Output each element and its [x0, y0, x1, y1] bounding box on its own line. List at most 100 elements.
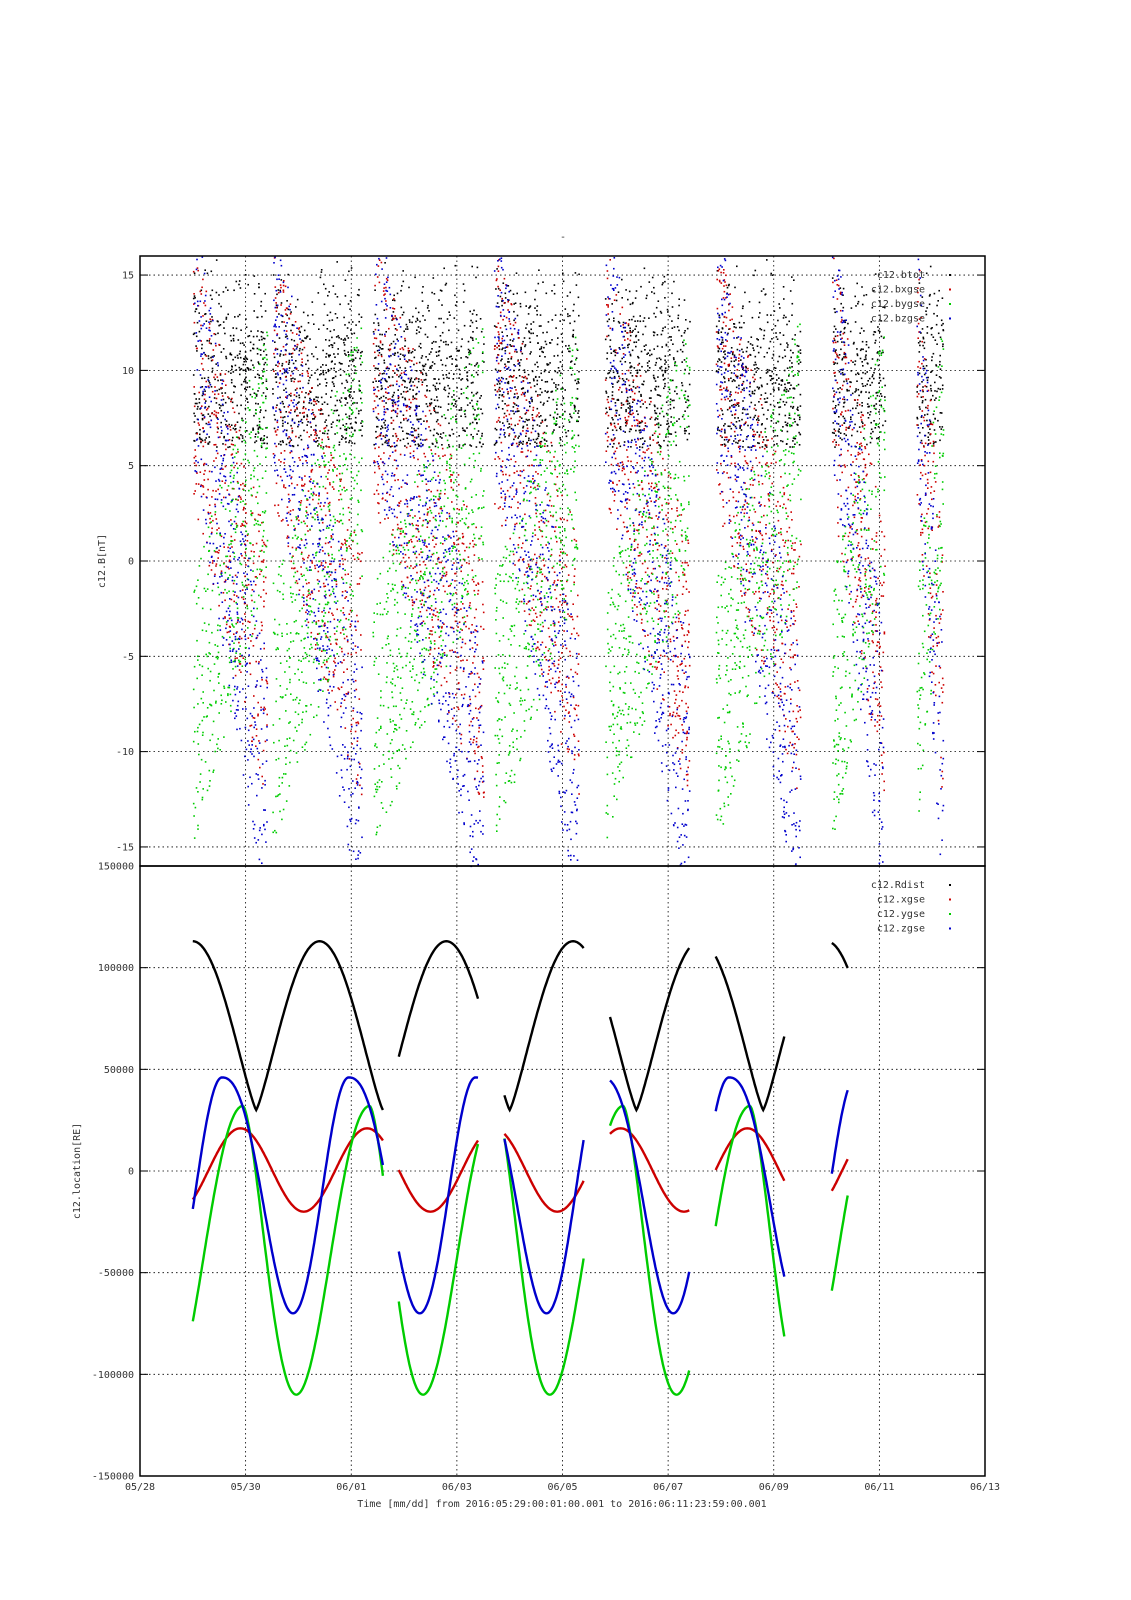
top-data-point	[242, 369, 245, 372]
top-data-point	[474, 418, 476, 421]
top-data-point	[253, 695, 255, 697]
top-data-point	[537, 538, 539, 540]
top-data-point	[664, 297, 666, 299]
top-data-point	[680, 624, 683, 626]
top-data-point	[384, 411, 387, 414]
top-data-point	[240, 525, 242, 527]
top-data-point	[450, 355, 452, 358]
top-data-point	[282, 402, 284, 405]
top-data-point	[415, 370, 418, 372]
top-data-point	[258, 740, 260, 742]
top-data-point	[249, 368, 252, 371]
top-data-point	[276, 293, 278, 296]
top-data-point	[399, 316, 402, 319]
top-data-point	[542, 432, 545, 435]
top-data-point	[232, 334, 235, 337]
top-data-point	[246, 534, 249, 536]
top-data-point	[253, 627, 256, 630]
top-data-point	[546, 493, 549, 496]
top-data-point	[322, 324, 325, 326]
top-panel-grid	[140, 256, 985, 866]
top-data-point	[621, 391, 623, 393]
top-data-point	[504, 519, 507, 522]
top-data-point	[777, 387, 780, 389]
top-data-point	[528, 464, 531, 467]
top-data-point	[236, 462, 238, 465]
top-data-point	[305, 506, 308, 508]
top-data-point	[290, 353, 293, 355]
top-data-point	[360, 363, 362, 366]
top-data-point	[930, 333, 933, 336]
top-data-point	[273, 427, 276, 430]
top-data-point	[253, 414, 255, 417]
top-data-point	[213, 410, 216, 412]
top-data-point	[506, 420, 509, 423]
top-data-point	[789, 359, 791, 362]
top-data-point	[636, 372, 639, 374]
top-data-point	[351, 442, 353, 444]
top-data-point	[494, 368, 497, 371]
top-data-point	[224, 401, 227, 404]
top-data-point	[565, 676, 568, 678]
top-data-point	[230, 339, 233, 342]
top-data-point	[210, 359, 213, 362]
top-data-point	[652, 544, 654, 546]
top-data-point	[344, 590, 347, 592]
top-data-point	[656, 394, 659, 396]
top-data-point	[306, 414, 308, 416]
top-data-point	[498, 348, 501, 351]
top-data-point	[296, 570, 299, 573]
top-data-point	[515, 522, 518, 525]
top-data-point	[225, 286, 227, 289]
top-data-point	[343, 699, 346, 701]
top-data-point	[253, 310, 255, 312]
top-data-point	[430, 609, 433, 611]
top-data-point	[385, 308, 388, 311]
top-data-point	[275, 434, 278, 436]
top-data-point	[452, 627, 455, 630]
top-data-point	[553, 571, 556, 573]
top-data-point	[283, 321, 285, 323]
top-data-point	[629, 366, 631, 369]
top-data-point	[544, 418, 547, 421]
top-data-point	[870, 432, 872, 435]
top-data-point	[345, 428, 348, 430]
top-data-point	[323, 303, 326, 306]
top-data-point	[925, 365, 928, 367]
top-data-point	[439, 424, 442, 427]
top-data-point	[499, 421, 501, 423]
top-data-point	[742, 440, 744, 442]
top-data-point	[931, 359, 933, 362]
top-data-point	[392, 340, 395, 343]
top-data-point	[481, 352, 484, 354]
top-data-point	[230, 400, 232, 403]
top-data-point	[475, 392, 478, 395]
top-data-point	[862, 348, 864, 351]
top-data-point	[417, 326, 420, 328]
top-data-point	[273, 329, 276, 332]
top-data-point	[529, 588, 532, 590]
top-data-point	[473, 750, 476, 752]
top-data-point	[560, 372, 562, 374]
top-data-point	[402, 311, 405, 314]
top-data-point	[760, 290, 763, 292]
top-data-point	[605, 450, 608, 452]
top-data-point	[659, 310, 662, 313]
top-data-point	[561, 567, 563, 570]
top-data-point	[423, 420, 425, 422]
top-data-point	[329, 501, 331, 504]
top-data-point	[639, 320, 642, 323]
top-data-point	[499, 289, 501, 291]
top-data-point	[569, 291, 571, 294]
top-data-point	[418, 361, 421, 364]
top-data-point	[196, 408, 199, 410]
top-data-point	[252, 335, 255, 338]
top-data-point	[607, 372, 609, 375]
top-data-point	[394, 352, 397, 354]
top-data-point	[482, 628, 485, 630]
top-data-point	[639, 431, 641, 434]
top-data-point	[441, 304, 443, 306]
top-data-point	[214, 333, 217, 336]
top-data-point	[458, 621, 461, 623]
top-data-point	[833, 308, 836, 310]
